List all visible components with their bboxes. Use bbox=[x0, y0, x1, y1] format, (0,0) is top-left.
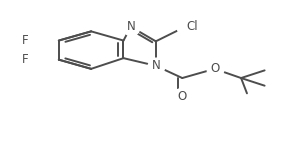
Text: O: O bbox=[210, 62, 219, 75]
Text: N: N bbox=[126, 20, 135, 33]
Text: F: F bbox=[22, 34, 28, 47]
Text: N: N bbox=[151, 59, 160, 72]
Text: F: F bbox=[22, 53, 28, 66]
Text: O: O bbox=[178, 90, 187, 103]
Text: Cl: Cl bbox=[187, 20, 198, 33]
